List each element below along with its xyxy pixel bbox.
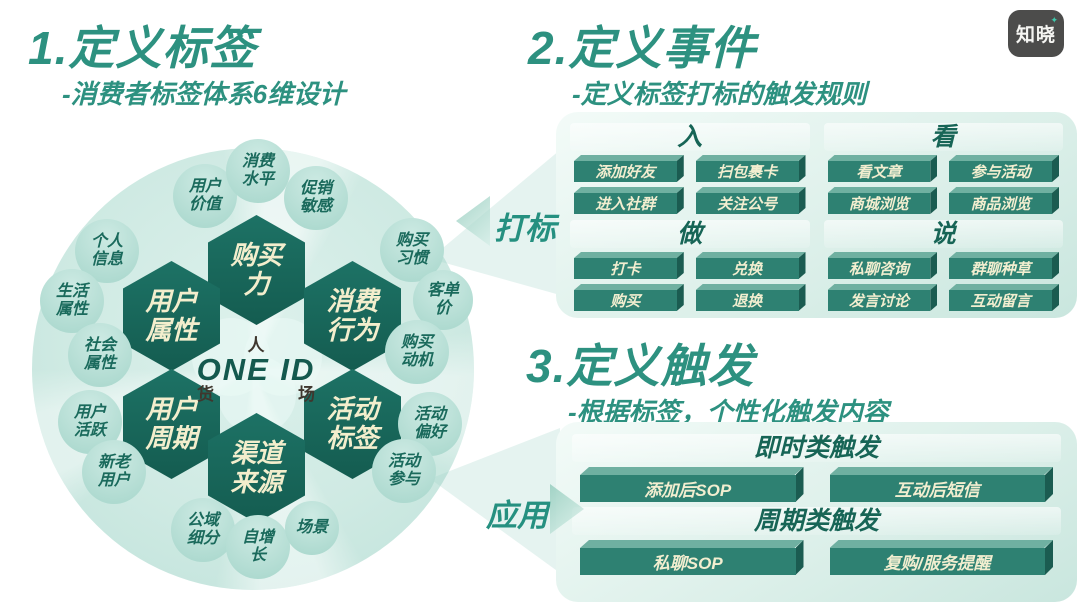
event-item: 互动留言 [949, 290, 1052, 311]
event-group-view: 看 看文章 参与活动 商城浏览 商品浏览 [823, 123, 1063, 214]
tag-bubble: 购买 动机 [385, 320, 449, 384]
event-group-join: 入 添加好友 扫包裹卡 进入社群 关注公号 [570, 123, 810, 214]
event-item: 商品浏览 [949, 193, 1052, 214]
center-label-person: 人 [247, 335, 265, 355]
event-item: 退换 [695, 290, 799, 311]
tag-bubble: 促销 敏感 [284, 166, 348, 230]
apply-arrow-label: 应用 [486, 498, 548, 533]
hexagon-consumption-behavior: 消费 行为 [304, 261, 401, 371]
event-item: 添加好友 [574, 161, 677, 182]
tag-bubble: 社会 属性 [68, 323, 132, 387]
event-item: 关注公号 [695, 193, 799, 214]
event-item: 购买 [574, 290, 677, 311]
tag-bubble: 活动 参与 [372, 439, 436, 503]
event-group-do: 做 打卡 兑换 购买 退换 [570, 220, 810, 311]
event-item: 商城浏览 [827, 193, 931, 214]
section1-title: 1.定义标签 [28, 22, 257, 74]
event-item: 看文章 [827, 161, 931, 182]
center-label-goods: 货 [197, 385, 214, 405]
event-item: 发言讨论 [827, 290, 931, 311]
tag-bubble: 场景 [285, 501, 339, 555]
tag-bubble: 自增 长 [226, 515, 290, 579]
hexagon-user-attributes: 用户 属性 [123, 261, 220, 371]
trigger-item: 添加后SOP [580, 475, 796, 502]
tag-bubble: 新老 用户 [82, 440, 146, 504]
trigger-item: 互动后短信 [829, 475, 1045, 502]
tag-bubble: 个人 信息 [75, 219, 139, 283]
event-item: 参与活动 [949, 161, 1052, 182]
hexagon-buying-power: 购买 力 [208, 215, 305, 325]
event-panel: 入 添加好友 扫包裹卡 进入社群 关注公号 看 看文章 参与活动 商城浏览 商品… [556, 112, 1077, 318]
trigger-item: 私聊SOP [580, 548, 796, 575]
one-id-center: 人 ONE ID 货 场 [186, 330, 326, 410]
brand-logo: 知晓 ✦ [1008, 10, 1064, 57]
logo-text: 知晓 [1015, 25, 1056, 46]
center-label-scene: 场 [298, 385, 315, 405]
trigger-group-header: 周期类触发 [572, 507, 1061, 535]
tagging-arrow-label: 打标 [494, 211, 556, 246]
section3-title: 3.定义触发 [526, 340, 755, 392]
one-id-label: ONE ID [196, 351, 316, 387]
event-item: 扫包裹卡 [695, 161, 799, 182]
tag-bubble: 公域 细分 [171, 498, 235, 562]
event-item: 兑换 [695, 258, 799, 279]
event-item: 进入社群 [574, 193, 677, 214]
hexagon-channel-source: 渠道 来源 [208, 413, 305, 523]
section2-title: 2.定义事件 [528, 22, 757, 74]
event-group-header: 说 [823, 220, 1063, 248]
trigger-group-header: 即时类触发 [572, 434, 1061, 462]
trigger-item: 复购/服务提醒 [829, 548, 1045, 575]
event-group-header: 看 [823, 123, 1063, 151]
event-group-header: 做 [570, 220, 810, 248]
sparkle-icon: ✦ [1050, 15, 1058, 25]
section2-subtitle: -定义标签打标的触发规则 [572, 79, 867, 109]
event-item: 群聊种草 [949, 258, 1052, 279]
event-group-header: 入 [570, 123, 810, 151]
event-item: 打卡 [574, 258, 677, 279]
trigger-panel: 即时类触发 添加后SOP 互动后短信 周期类触发 私聊SOP 复购/服务提醒 [556, 422, 1077, 602]
tag-bubble: 生活 属性 [40, 269, 104, 333]
section1-subtitle: -消费者标签体系6维设计 [62, 79, 346, 109]
tag-bubble: 消费 水平 [226, 139, 290, 203]
event-group-say: 说 私聊咨询 群聊种草 发言讨论 互动留言 [823, 220, 1063, 311]
event-item: 私聊咨询 [827, 258, 931, 279]
